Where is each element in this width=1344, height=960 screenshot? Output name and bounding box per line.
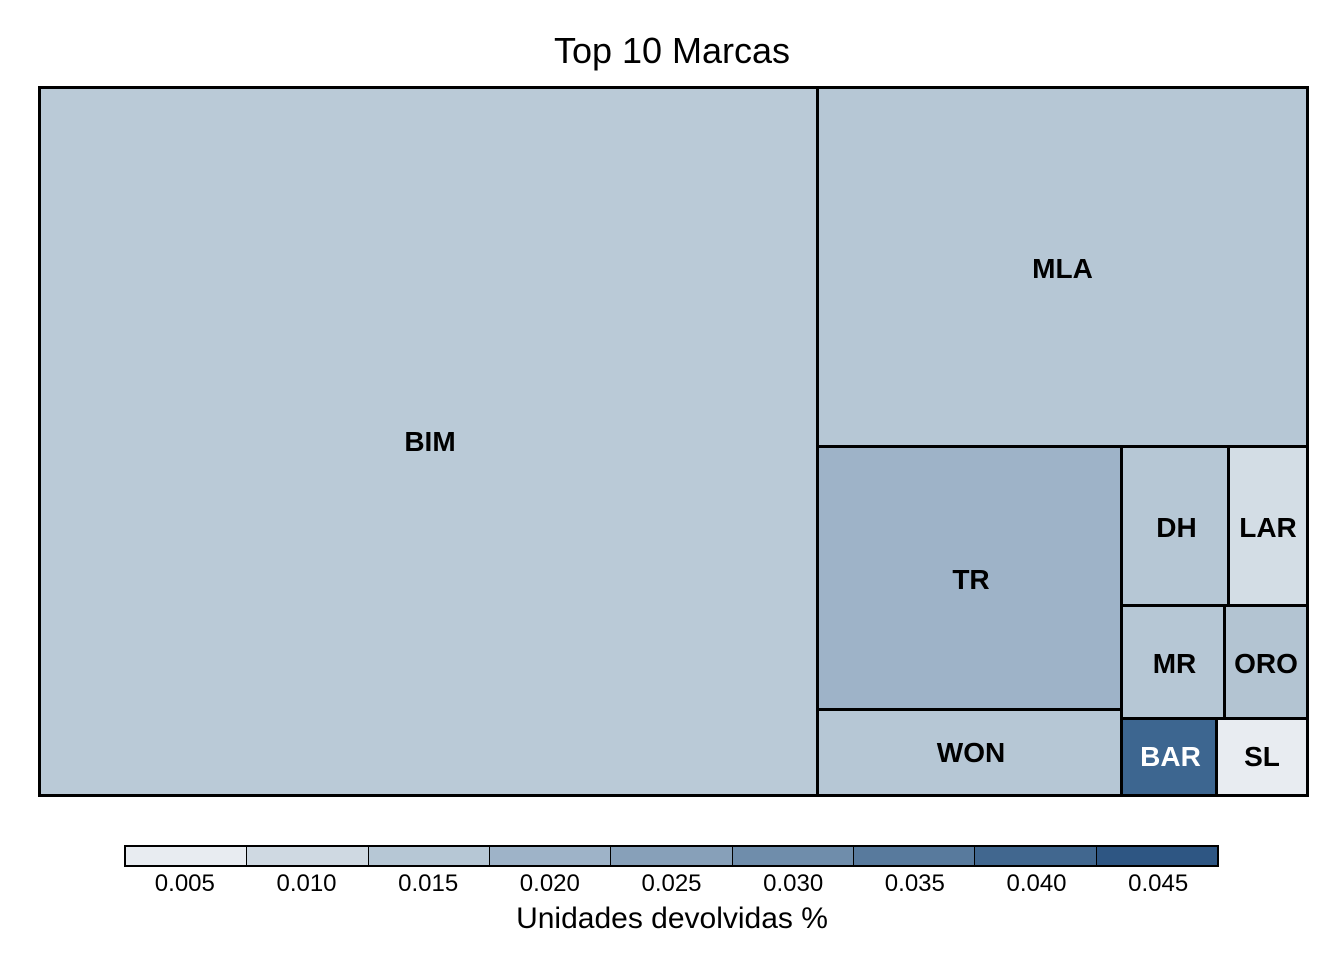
- treemap-tile-won: WON: [816, 708, 1126, 797]
- color-legend-bar: [124, 845, 1219, 867]
- legend-title: Unidades devolvidas %: [516, 902, 828, 935]
- treemap-tile-oro: ORO: [1223, 604, 1309, 723]
- treemap-tile-lar: LAR: [1227, 445, 1309, 610]
- legend-tick-label: 0.045: [1128, 870, 1189, 897]
- treemap-tile-tr: TR: [816, 445, 1126, 714]
- legend-tick-label: 0.035: [884, 870, 945, 897]
- legend-tick-label: 0.005: [154, 870, 215, 897]
- legend-tick-label: 0.025: [641, 870, 702, 897]
- legend-swatch: [368, 847, 490, 865]
- legend-tick-label: 0.020: [519, 870, 580, 897]
- legend-tick-label: 0.040: [1006, 870, 1067, 897]
- legend-swatch: [975, 847, 1097, 865]
- legend-tick-label: 0.010: [276, 870, 337, 897]
- chart-title: Top 10 Marcas: [553, 30, 791, 71]
- legend-swatch: [126, 847, 248, 865]
- legend-swatch: [853, 847, 976, 865]
- treemap-tile-mr: MR: [1120, 604, 1229, 723]
- treemap-tile-mla: MLA: [816, 86, 1309, 451]
- treemap-tile-bim: BIM: [38, 86, 822, 797]
- treemap-tile-sl: SL: [1215, 717, 1309, 797]
- treemap-tile-dh: DH: [1120, 445, 1233, 610]
- legend-swatch: [247, 847, 369, 865]
- legend-swatch: [611, 847, 733, 865]
- legend-tick-label: 0.030: [763, 870, 824, 897]
- legend-tick-label: 0.015: [398, 870, 459, 897]
- treemap-area: BIM MLA TR WON DH LAR MR ORO BAR SL: [38, 86, 1309, 797]
- treemap-tile-bar: BAR: [1120, 717, 1221, 797]
- legend-swatch: [1096, 847, 1217, 865]
- legend-swatch: [489, 847, 612, 865]
- legend-swatch: [732, 847, 854, 865]
